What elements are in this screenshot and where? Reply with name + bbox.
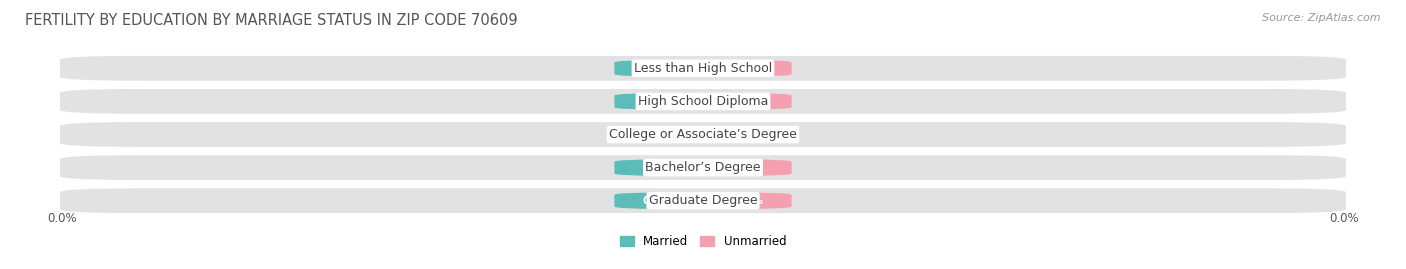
FancyBboxPatch shape (706, 60, 792, 76)
FancyBboxPatch shape (60, 89, 1346, 114)
FancyBboxPatch shape (60, 155, 1346, 180)
FancyBboxPatch shape (60, 56, 1346, 81)
Text: High School Diploma: High School Diploma (638, 95, 768, 108)
Text: 0.0%: 0.0% (734, 96, 763, 107)
FancyBboxPatch shape (706, 126, 792, 143)
FancyBboxPatch shape (614, 93, 700, 109)
FancyBboxPatch shape (614, 126, 700, 143)
FancyBboxPatch shape (614, 60, 700, 76)
Text: 0.0%: 0.0% (643, 129, 672, 140)
FancyBboxPatch shape (706, 193, 792, 209)
Text: Bachelor’s Degree: Bachelor’s Degree (645, 161, 761, 174)
Text: 0.0%: 0.0% (643, 162, 672, 173)
Text: 0.0%: 0.0% (734, 63, 763, 73)
Text: 0.0%: 0.0% (46, 213, 76, 225)
Text: College or Associate’s Degree: College or Associate’s Degree (609, 128, 797, 141)
FancyBboxPatch shape (60, 122, 1346, 147)
Text: Source: ZipAtlas.com: Source: ZipAtlas.com (1263, 13, 1381, 23)
Text: 0.0%: 0.0% (1330, 213, 1360, 225)
Text: 0.0%: 0.0% (734, 196, 763, 206)
FancyBboxPatch shape (706, 160, 792, 176)
FancyBboxPatch shape (614, 160, 700, 176)
Text: 0.0%: 0.0% (643, 96, 672, 107)
FancyBboxPatch shape (60, 188, 1346, 213)
Text: FERTILITY BY EDUCATION BY MARRIAGE STATUS IN ZIP CODE 70609: FERTILITY BY EDUCATION BY MARRIAGE STATU… (25, 13, 517, 29)
Text: Less than High School: Less than High School (634, 62, 772, 75)
FancyBboxPatch shape (706, 93, 792, 109)
Legend: Married, Unmarried: Married, Unmarried (614, 230, 792, 253)
Text: 0.0%: 0.0% (643, 196, 672, 206)
Text: Graduate Degree: Graduate Degree (648, 194, 758, 207)
FancyBboxPatch shape (614, 193, 700, 209)
Text: 0.0%: 0.0% (734, 162, 763, 173)
Text: 0.0%: 0.0% (643, 63, 672, 73)
Text: 0.0%: 0.0% (734, 129, 763, 140)
